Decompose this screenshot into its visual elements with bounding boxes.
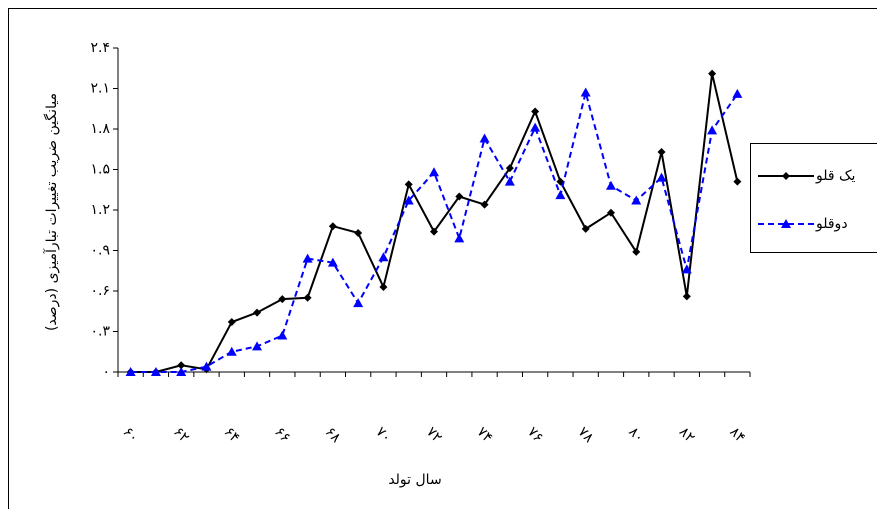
legend-label: یک قلو [815, 168, 856, 184]
marker [580, 87, 591, 97]
marker [328, 222, 337, 231]
x-tick-label: ۶۴ [221, 424, 243, 446]
x-tick-label: ۷۲ [423, 424, 445, 446]
y-tick-label: ۲.۴ [91, 40, 111, 56]
y-tick-label: ۰ [102, 364, 110, 380]
marker [430, 227, 438, 236]
x-tick-label: ۸۰ [625, 424, 647, 446]
marker [656, 172, 667, 182]
marker [657, 147, 666, 156]
marker [455, 192, 464, 201]
marker [302, 253, 313, 263]
x-tick-label: ۷۴ [474, 424, 496, 446]
marker [177, 361, 186, 370]
x-tick-label: ۷۰ [372, 424, 394, 446]
marker [403, 195, 414, 205]
marker [253, 308, 262, 317]
marker [707, 125, 718, 135]
marker [277, 330, 288, 340]
marker [125, 367, 136, 376]
marker [354, 228, 363, 237]
marker [708, 69, 717, 78]
marker [479, 133, 490, 143]
marker [176, 367, 187, 376]
x-tick-label: ۷۶ [524, 424, 546, 446]
marker [682, 292, 691, 301]
marker [252, 341, 263, 351]
marker [555, 190, 566, 200]
y-tick-label: ۰.۳ [91, 324, 111, 340]
marker [606, 208, 615, 217]
marker [379, 282, 388, 291]
x-tick-label: ۶۲ [170, 424, 192, 446]
marker [303, 293, 312, 302]
marker [378, 252, 389, 262]
marker [733, 177, 742, 186]
x-tick-label: ۷۸ [575, 424, 597, 446]
marker [226, 346, 237, 356]
y-tick-label: ۰.۶ [91, 283, 111, 299]
marker [150, 367, 161, 376]
marker [530, 122, 541, 132]
marker [454, 233, 465, 243]
marker [732, 88, 743, 98]
series-line [130, 73, 739, 373]
y-tick-label: ۱.۲ [91, 202, 111, 218]
x-tick-label: ۸۴ [726, 424, 748, 446]
x-tick-label: ۸۲ [676, 424, 698, 446]
y-tick-label: ۱.۸ [91, 121, 111, 137]
marker [505, 164, 514, 173]
marker [632, 247, 641, 256]
x-tick-label: ۶۰ [120, 424, 142, 446]
marker [782, 172, 790, 180]
x-tick-label: ۶۸ [322, 424, 344, 446]
marker [353, 298, 364, 308]
marker [429, 167, 439, 177]
marker [201, 361, 212, 371]
x-axis-title: سال تولد [388, 472, 441, 488]
marker [631, 195, 642, 205]
marker [681, 264, 692, 274]
marker [504, 176, 515, 186]
marker [404, 180, 413, 189]
marker [278, 295, 287, 304]
marker [480, 200, 489, 209]
y-tick-label: ۱.۵ [91, 162, 111, 178]
y-axis-title: میانگین ضریب تغییرات تبارآمیزی (درصد) [43, 93, 60, 331]
legend-label: دوقلو [815, 216, 848, 232]
marker [531, 107, 540, 116]
marker [781, 219, 791, 228]
legend-box [750, 143, 877, 253]
frame [8, 8, 877, 509]
marker [227, 318, 236, 327]
marker [581, 224, 590, 233]
marker [605, 180, 616, 190]
y-tick-label: ۰.۹ [91, 243, 111, 259]
marker [327, 257, 338, 267]
x-tick-label: ۶۶ [271, 424, 293, 446]
y-tick-label: ۲.۱ [91, 81, 111, 97]
